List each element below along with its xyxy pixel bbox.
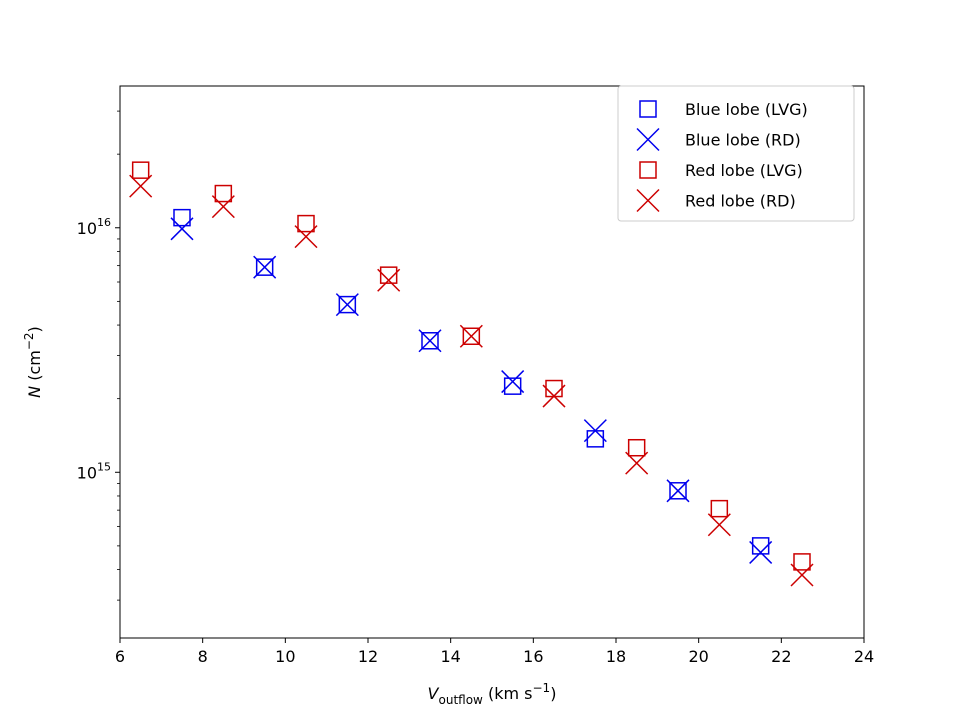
- blue-lobe-lvg-point: [338, 295, 357, 314]
- red-lobe-rd-point: [211, 195, 235, 219]
- legend-marker-red-lobe-lvg: [639, 161, 657, 179]
- blue-lobe-rd-point: [749, 540, 773, 564]
- red-lobe-lvg-point: [627, 438, 646, 457]
- x-tick-label: 8: [198, 647, 208, 666]
- red-lobe-rd-point: [129, 174, 153, 198]
- y-tick-label: 1015: [77, 460, 111, 482]
- legend: Blue lobe (LVG) Blue lobe (RD) Red lobe (L…: [617, 85, 855, 222]
- red-lobe-rd-point: [707, 513, 731, 537]
- red-lobe-lvg-point: [379, 266, 398, 284]
- legend-label: Red lobe (RD): [685, 192, 796, 211]
- red-lobe-rd-point: [377, 268, 401, 292]
- legend-label: Blue lobe (LVG): [685, 100, 808, 119]
- blue-lobe-rd-point: [501, 370, 525, 394]
- y-axis-label: N (cm−2): [22, 326, 44, 398]
- blue-lobe-rd-point: [335, 293, 359, 317]
- blue-lobe-lvg-point: [751, 537, 770, 555]
- legend-marker-red-lobe-rd: [636, 188, 660, 213]
- red-lobe-lvg-point: [131, 161, 150, 179]
- legend-frame: [617, 85, 855, 222]
- blue-lobe-lvg-point: [586, 430, 605, 448]
- red-lobe-lvg-point: [297, 214, 315, 233]
- legend-label: Red lobe (LVG): [685, 161, 803, 180]
- blue-lobe-lvg-point: [421, 332, 439, 350]
- y-tick-label: 1016: [77, 216, 111, 238]
- x-tick-label: 24: [854, 647, 874, 666]
- blue-lobe-rd-point: [583, 419, 607, 443]
- red-lobe-lvg-point: [793, 553, 811, 571]
- red-lobe-rd-point: [625, 451, 649, 475]
- legend-entries: Blue lobe (LVG) Blue lobe (RD) Red lobe (L…: [636, 100, 808, 213]
- x-tick-label: 12: [358, 647, 378, 666]
- x-tick-label: 22: [771, 647, 791, 666]
- x-tick-label: 18: [606, 647, 626, 666]
- tick-layer: 6 8 10 12 14 16 18 20 22 24 1016 1015: [77, 110, 874, 666]
- red-lobe-lvg-point: [462, 327, 481, 346]
- blue-lobe-lvg-point: [503, 377, 522, 395]
- red-lobe-lvg-point: [545, 379, 563, 398]
- blue-lobe-lvg-point: [173, 208, 191, 227]
- x-axis-label: Voutflow (km s−1): [428, 681, 557, 707]
- blue-lobe-lvg-point: [669, 482, 687, 500]
- data-points: [129, 161, 814, 587]
- x-tick-label: 6: [115, 647, 125, 666]
- legend-marker-blue-lobe-rd: [636, 127, 660, 152]
- legend-label: Blue lobe (RD): [685, 131, 801, 150]
- x-tick-label: 14: [440, 647, 460, 666]
- blue-lobe-rd-point: [170, 217, 194, 241]
- x-tick-label: 10: [275, 647, 295, 666]
- x-tick-label: 16: [523, 647, 543, 666]
- red-lobe-rd-point: [294, 225, 318, 249]
- red-lobe-rd-point: [459, 324, 483, 348]
- red-lobe-lvg-point: [710, 499, 729, 518]
- plot-frame: [119, 85, 865, 639]
- x-tick-label: 20: [688, 647, 708, 666]
- blue-lobe-rd-point: [666, 479, 690, 503]
- blue-lobe-lvg-point: [255, 258, 274, 276]
- blue-lobe-rd-point: [253, 255, 277, 279]
- legend-marker-blue-lobe-lvg: [639, 100, 657, 118]
- blue-lobe-rd-point: [418, 329, 442, 353]
- red-lobe-rd-point: [542, 384, 566, 408]
- red-lobe-rd-point: [790, 563, 814, 587]
- red-lobe-lvg-point: [214, 184, 233, 203]
